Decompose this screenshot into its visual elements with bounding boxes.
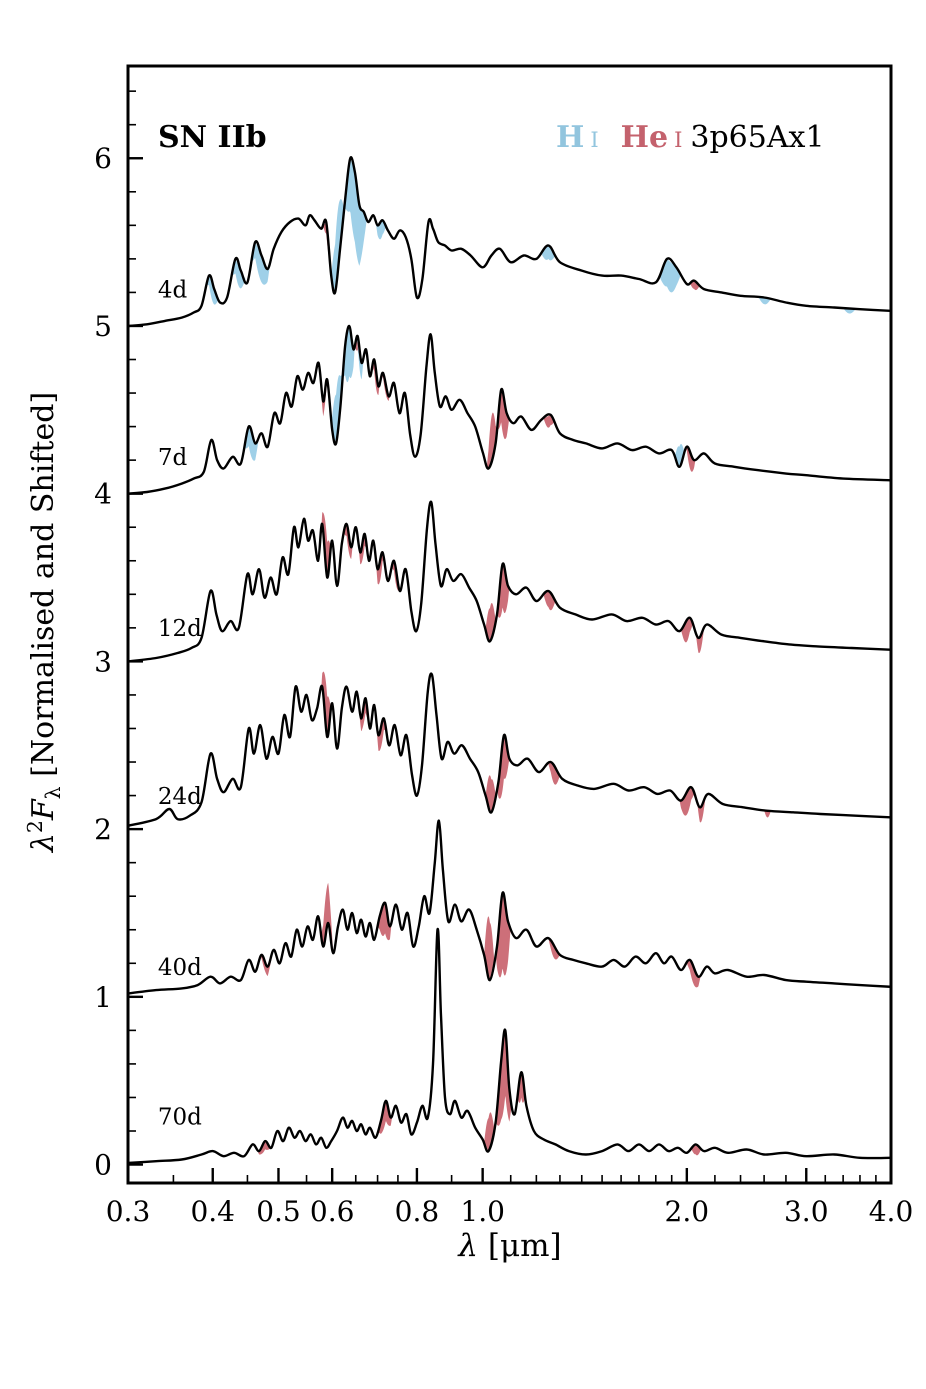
he-shaded-region bbox=[375, 552, 384, 585]
epoch-label-70d: 70d bbox=[158, 1104, 202, 1130]
epoch-label-7d: 7d bbox=[158, 445, 188, 471]
x-tick-label: 0.4 bbox=[190, 1195, 235, 1228]
h-shaded-region bbox=[541, 245, 556, 261]
he-shaded-region bbox=[679, 787, 695, 816]
he-shaded-region bbox=[689, 280, 700, 291]
x-tick-label: 3.0 bbox=[784, 1195, 829, 1228]
he-shaded-region bbox=[543, 591, 556, 611]
h-shaded-region bbox=[206, 275, 219, 305]
x-tick-label: 4.0 bbox=[869, 1195, 914, 1228]
he-shaded-region bbox=[485, 602, 496, 641]
x-tick-label: 0.5 bbox=[256, 1195, 301, 1228]
he-shaded-region bbox=[680, 617, 693, 643]
he-shaded-region bbox=[517, 1072, 526, 1103]
spectrum-4d bbox=[127, 156, 892, 328]
y-tick-label: 2 bbox=[94, 813, 112, 846]
h-shaded-region bbox=[344, 158, 367, 266]
x-tick-label: 1.0 bbox=[460, 1195, 505, 1228]
he-shaded-region bbox=[487, 412, 498, 469]
epoch-label-24d: 24d bbox=[158, 784, 202, 810]
y-tick-label: 5 bbox=[94, 310, 112, 343]
x-axis-label-lambda: λ bbox=[458, 1228, 479, 1264]
he-shaded-region bbox=[484, 1112, 495, 1151]
y-axis-label: λ2Fλ [Normalised and Shifted] bbox=[23, 391, 65, 853]
x-tick-label: 2.0 bbox=[665, 1195, 710, 1228]
x-tick-label: 0.6 bbox=[310, 1195, 355, 1228]
y-tick-label: 1 bbox=[94, 981, 112, 1014]
y-tick-label: 6 bbox=[94, 142, 112, 175]
epoch-label-40d: 40d bbox=[158, 955, 202, 981]
h-shaded-region bbox=[231, 259, 246, 289]
y-tick-label: 0 bbox=[94, 1149, 112, 1182]
he-shaded-region bbox=[548, 762, 560, 785]
y-tick-label: 4 bbox=[94, 478, 112, 511]
x-tick-label: 0.3 bbox=[106, 1195, 151, 1228]
h-shaded-region bbox=[331, 375, 343, 444]
plot-frame bbox=[126, 64, 893, 1185]
spectrum-40d bbox=[127, 819, 892, 995]
he-shaded-region bbox=[548, 938, 560, 960]
spectrum-7d bbox=[127, 324, 892, 495]
legend-model-name: 3p65Ax1 bbox=[690, 120, 825, 155]
spectrum-24d bbox=[127, 672, 892, 827]
h-shaded-region bbox=[331, 199, 345, 292]
he-shaded-region bbox=[686, 446, 696, 472]
h-shaded-region bbox=[659, 259, 681, 293]
h-shaded-region bbox=[244, 426, 259, 461]
h-shaded-region bbox=[251, 242, 271, 285]
he-shaded-region bbox=[377, 903, 392, 941]
he-shaded-region bbox=[686, 960, 702, 988]
y-tick-label: 3 bbox=[94, 645, 112, 678]
he-shaded-region bbox=[495, 893, 511, 978]
epoch-label-4d: 4d bbox=[158, 277, 188, 303]
spectrum-70d bbox=[127, 927, 892, 1165]
x-axis-label-unit: [μm] bbox=[487, 1228, 562, 1264]
he-shaded-region bbox=[497, 564, 510, 618]
epoch-label-12d: 12d bbox=[158, 616, 202, 642]
he-shaded-region bbox=[495, 1031, 513, 1126]
plot-title: SN IIb bbox=[158, 120, 267, 155]
x-tick-label: 0.8 bbox=[395, 1195, 440, 1228]
he-shaded-region bbox=[377, 1101, 393, 1134]
he-shaded-region bbox=[497, 735, 510, 799]
x-axis-label: λ [μm] bbox=[458, 1228, 561, 1264]
spectrum-12d bbox=[127, 500, 892, 663]
he-shaded-region bbox=[321, 882, 334, 954]
legend-he: He I bbox=[620, 120, 683, 155]
